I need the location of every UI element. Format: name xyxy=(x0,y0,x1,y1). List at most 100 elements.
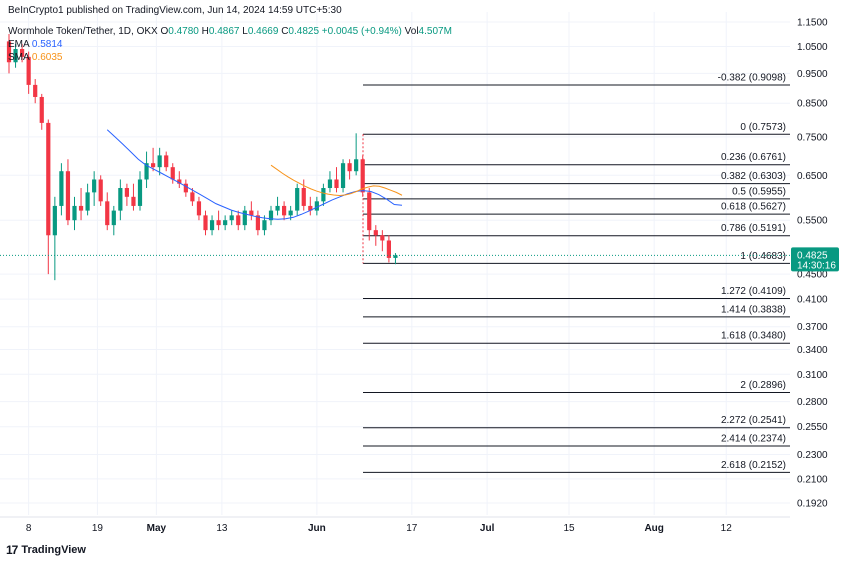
candle-up xyxy=(321,183,326,206)
candle-body xyxy=(223,220,228,226)
fibonacci-retracement[interactable]: -0.382 (0.9098) 0 (0.7573) 0.236 (0.6761) 0… xyxy=(362,72,790,473)
candle-up xyxy=(393,253,398,265)
candle-body xyxy=(13,49,18,63)
y-tick-label: 0.2300 xyxy=(797,450,828,461)
y-tick-label: 0.6500 xyxy=(797,171,828,182)
candle-body xyxy=(72,205,77,221)
candle-body xyxy=(386,240,391,258)
fib-level-label: -0.382 (0.9098) xyxy=(718,72,786,83)
fib-level-label: 1.272 (0.4109) xyxy=(721,286,786,297)
candle-body xyxy=(301,188,306,206)
open-label: O xyxy=(160,26,169,37)
close-label: C xyxy=(281,26,289,37)
candle-down xyxy=(26,51,31,94)
candle-body xyxy=(367,192,372,231)
y-tick-label: 1.0500 xyxy=(797,42,828,53)
y-tick-label: 0.7500 xyxy=(797,132,828,143)
candle-down xyxy=(347,159,352,180)
x-tick-label: 12 xyxy=(721,523,733,534)
candle-body xyxy=(203,215,208,231)
candle-body xyxy=(105,201,110,226)
high-value: 0.4867 xyxy=(208,26,240,37)
x-tick-label: Aug xyxy=(644,523,663,534)
x-tick-label: 15 xyxy=(563,523,575,534)
candle-body xyxy=(249,210,254,216)
x-tick-label: Jul xyxy=(480,523,495,534)
candle-body xyxy=(183,183,188,193)
candle-body xyxy=(236,215,241,226)
ema-line xyxy=(106,129,403,220)
candle-up xyxy=(157,147,162,176)
candle-body xyxy=(209,220,215,231)
candle-down xyxy=(308,196,313,216)
y-tick-label: 0.3700 xyxy=(797,322,828,333)
candle-down xyxy=(65,159,71,226)
x-tick-label: 8 xyxy=(26,523,32,534)
candle-body xyxy=(380,235,385,241)
candle-body xyxy=(33,84,38,97)
fib-level-label: 0.236 (0.6761) xyxy=(721,152,786,163)
sma-legend[interactable]: SMA 0.6035 xyxy=(8,52,63,63)
fib-level-label: 0.382 (0.6303) xyxy=(721,171,786,182)
candle-body xyxy=(111,210,116,226)
candle-up xyxy=(354,133,359,176)
candle-body xyxy=(46,122,51,236)
candle-body xyxy=(98,179,103,202)
y-tick-label: 0.5500 xyxy=(797,216,828,227)
sma-label: SMA xyxy=(8,52,30,63)
candle-down xyxy=(380,230,385,252)
candle-down xyxy=(98,175,103,206)
candle-body xyxy=(170,167,175,180)
candle-body xyxy=(308,205,313,211)
candle-up xyxy=(340,159,346,193)
sma-value: 0.6035 xyxy=(31,52,63,63)
price-tag-countdown: 14:30:16 xyxy=(797,260,836,271)
candle-up xyxy=(262,215,267,236)
open-value: 0.4780 xyxy=(168,26,199,37)
candle-down xyxy=(20,43,25,63)
candle-down xyxy=(177,171,182,189)
candle-up xyxy=(137,171,143,211)
y-tick-label: 0.4100 xyxy=(797,295,828,306)
tradingview-logo[interactable]: 17 TradingView xyxy=(6,543,86,557)
low-label: L xyxy=(242,26,248,37)
candle-body xyxy=(52,205,57,236)
candle-down xyxy=(386,235,391,263)
candle-down xyxy=(367,188,372,241)
tradingview-mark-icon: 17 xyxy=(6,543,18,557)
low-value: 0.4669 xyxy=(247,26,279,37)
volume-value: 4.507M xyxy=(418,26,452,37)
y-tick-label: 0.3400 xyxy=(797,345,828,356)
candle-body xyxy=(347,163,352,172)
candle-up xyxy=(144,151,149,189)
candle-down xyxy=(216,210,221,231)
candle-down xyxy=(170,163,175,184)
candle-up xyxy=(275,196,280,216)
candle-body xyxy=(216,220,221,226)
x-tick-label: 19 xyxy=(92,523,104,534)
candle-down xyxy=(196,196,202,221)
candle-body xyxy=(177,179,182,184)
fib-level-label: 2.272 (0.2541) xyxy=(721,415,786,426)
candle-down xyxy=(334,167,339,193)
candle-body xyxy=(282,205,287,216)
candle-up xyxy=(118,179,123,221)
candle-up xyxy=(85,183,90,216)
fib-level-label: 0.618 (0.5627) xyxy=(721,202,786,213)
change-value: +0.0045 (+0.94%) xyxy=(321,26,402,37)
candle-body xyxy=(314,201,319,211)
candle-down xyxy=(131,183,136,211)
candle-down xyxy=(249,201,254,221)
ema-legend[interactable]: EMA 0.5814 xyxy=(8,39,63,50)
y-tick-label: 1.1500 xyxy=(797,18,828,29)
candle-body xyxy=(268,210,274,221)
candle-body xyxy=(354,159,359,172)
fib-level-label: 2.618 (0.2152) xyxy=(721,460,786,471)
ema-label: EMA xyxy=(8,39,30,50)
candle-body xyxy=(26,56,31,85)
candle-up xyxy=(52,196,57,281)
candle-body xyxy=(229,215,234,221)
candle-body xyxy=(151,163,156,168)
candle-body xyxy=(39,96,44,123)
